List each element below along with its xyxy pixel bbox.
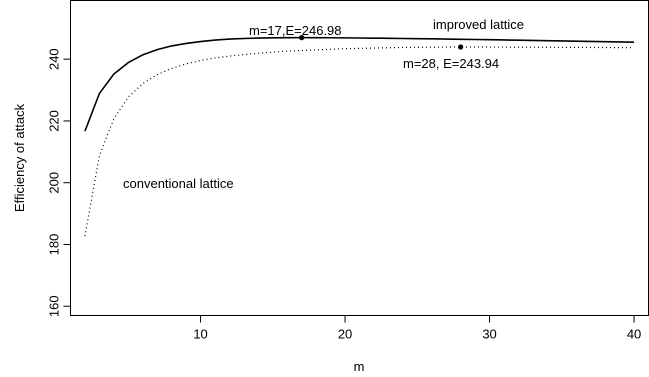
max-point-conventional — [458, 44, 464, 50]
x-tick-label-10: 10 — [193, 327, 207, 342]
max-point-improved — [299, 35, 305, 41]
x-tick-label-40: 40 — [627, 327, 641, 342]
series-layer — [84, 36, 635, 237]
y-tick-label-240: 240 — [47, 48, 62, 70]
x-axis: 10 20 30 40 — [193, 315, 641, 342]
conventional-max-annotation: m=28, E=243.94 — [403, 56, 499, 71]
y-axis-label: Efficiency of attack — [12, 103, 27, 212]
points-layer — [299, 35, 464, 50]
improved-lattice-label: improved lattice — [433, 17, 524, 32]
y-tick-label-200: 200 — [47, 172, 62, 194]
conventional-lattice-label: conventional lattice — [123, 176, 234, 191]
series-line-improved — [84, 36, 635, 132]
x-tick-label-30: 30 — [482, 327, 496, 342]
plot-box — [70, 0, 649, 316]
y-tick-label-220: 220 — [47, 110, 62, 132]
y-axis: 160 180 200 220 240 — [47, 48, 71, 317]
series-line-conventional — [84, 46, 635, 237]
x-axis-label: m — [354, 359, 365, 374]
improved-max-annotation: m=17,E=246.98 — [249, 23, 342, 38]
x-tick-label-20: 20 — [338, 327, 352, 342]
y-tick-label-180: 180 — [47, 234, 62, 256]
y-tick-label-160: 160 — [47, 295, 62, 317]
